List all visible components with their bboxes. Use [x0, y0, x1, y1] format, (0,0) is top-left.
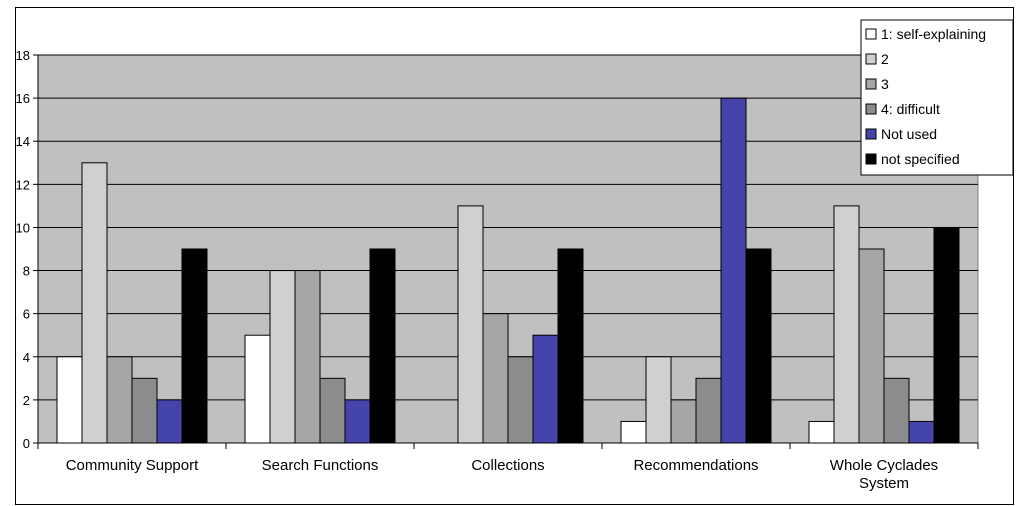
- bar-3-1: [106, 356, 133, 444]
- y-axis: 0 2 4 6 8 10 12 14 16 18: [16, 48, 39, 451]
- legend-swatch: [865, 153, 877, 165]
- bar-6-1: [181, 248, 208, 444]
- bar-6-4: [745, 248, 772, 444]
- bar-6-2: [369, 248, 396, 444]
- bar-4-4: [695, 377, 722, 444]
- legend-label: Not used: [881, 126, 937, 142]
- bar-5-4: [720, 97, 747, 444]
- legend-label: 1: self-explaining: [881, 26, 986, 42]
- y-tick-label: 0: [23, 436, 30, 451]
- y-tick-label: 6: [23, 307, 30, 322]
- bar-1-4: [620, 420, 647, 444]
- bar-1-1: [56, 356, 83, 444]
- bar-4-2: [319, 377, 346, 444]
- legend-label: not specified: [881, 151, 960, 167]
- legend-label: 4: difficult: [881, 101, 940, 117]
- legend-label: 2: [881, 51, 889, 67]
- y-tick-label: 12: [16, 177, 30, 192]
- legend-swatch: [865, 78, 877, 90]
- bar-1-2: [244, 334, 271, 444]
- legend-swatch: [865, 128, 877, 140]
- bar-2-5: [833, 205, 860, 444]
- bar-4-3: [507, 356, 534, 444]
- bar-5-3: [532, 334, 559, 444]
- bar-2-2: [269, 270, 296, 444]
- x-axis: Community Support Search Functions Collect…: [37, 442, 979, 492]
- bar-5-2: [344, 399, 371, 444]
- legend-label: 3: [881, 76, 889, 92]
- legend-swatch: [865, 103, 877, 115]
- bar-3-2: [294, 270, 321, 444]
- x-tick-label: System: [859, 475, 909, 492]
- bar-3-4: [670, 399, 697, 444]
- legend-box: [860, 19, 1014, 176]
- y-tick-label: 14: [16, 134, 30, 149]
- x-tick-label: Community Support: [66, 457, 199, 474]
- legend: 1: self-explaining 2 3 4: difficult Not used…: [860, 19, 1014, 176]
- bar-2-4: [645, 356, 672, 444]
- bar-6-3: [557, 248, 584, 444]
- legend-swatch: [865, 53, 877, 65]
- y-tick-label: 18: [16, 48, 30, 63]
- bar-1-5: [808, 420, 835, 444]
- y-tick-label: 2: [23, 393, 30, 408]
- x-tick-label: Whole Cyclades: [830, 457, 938, 474]
- x-tick-label: Search Functions: [262, 457, 379, 474]
- bar-4-5: [883, 377, 910, 444]
- legend-swatch: [865, 28, 877, 40]
- bar-3-5: [858, 248, 885, 444]
- bar-4-1: [131, 377, 158, 444]
- bar-6-5: [933, 226, 960, 444]
- x-tick-label: Recommendations: [633, 457, 758, 474]
- y-tick-label: 8: [23, 264, 30, 279]
- bar-5-5: [908, 420, 935, 444]
- y-tick-label: 4: [23, 350, 30, 365]
- bar-3-3: [482, 313, 509, 444]
- x-tick-label: Collections: [471, 457, 544, 474]
- bar-2-1: [81, 162, 108, 444]
- bar-5-1: [156, 399, 183, 444]
- bar-2-3: [457, 205, 484, 444]
- y-tick-label: 10: [16, 220, 30, 235]
- y-tick-label: 16: [16, 91, 30, 106]
